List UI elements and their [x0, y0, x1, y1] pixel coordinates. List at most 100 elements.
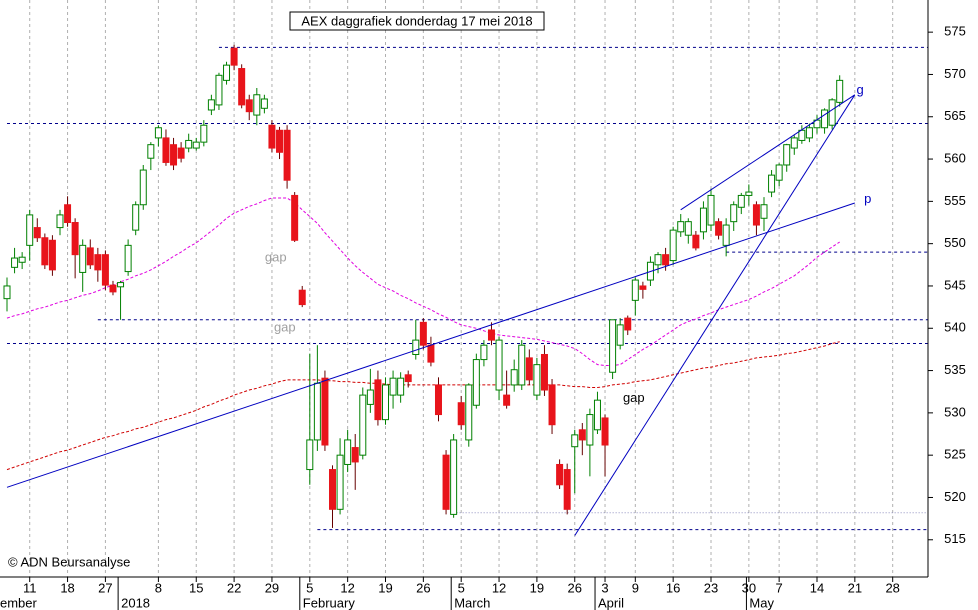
candle-body — [101, 254, 109, 286]
candle-body — [828, 99, 836, 126]
candle-body — [132, 204, 140, 231]
y-tick-label: 565 — [944, 108, 966, 123]
moving-average — [6, 197, 840, 366]
candle-body — [540, 353, 548, 391]
annotation: gap — [274, 320, 296, 335]
candle-body — [283, 129, 291, 181]
candle-body — [654, 254, 662, 266]
y-tick-label: 570 — [944, 66, 966, 81]
x-tick-label: 12 — [340, 580, 354, 595]
levels — [7, 46, 928, 531]
candle-body — [487, 329, 495, 341]
month-label: ember — [0, 595, 38, 610]
candle-body — [109, 284, 117, 293]
x-tick-label: 26 — [568, 580, 582, 595]
candle-body — [268, 124, 276, 149]
x-tick-label: 26 — [416, 580, 430, 595]
candle-body — [230, 47, 238, 66]
x-tick-label: 15 — [189, 580, 203, 595]
candle-body — [730, 204, 738, 223]
month-label: May — [749, 595, 774, 610]
y-tick-label: 515 — [944, 531, 966, 546]
x-tick-label: 21 — [848, 580, 862, 595]
x-tick-label: 22 — [227, 580, 241, 595]
candle-body — [276, 129, 284, 153]
y-tick-label: 535 — [944, 362, 966, 377]
candle-body — [412, 339, 420, 355]
trendlines — [6, 94, 856, 536]
candle-body — [752, 204, 760, 226]
candle-body — [434, 384, 442, 416]
candle-body — [291, 194, 299, 241]
candle-body — [457, 402, 465, 426]
candle-body — [768, 174, 776, 193]
candle-body — [26, 214, 34, 246]
candle-body — [397, 377, 405, 396]
x-tick-label: 5 — [306, 580, 313, 595]
candle-body — [33, 227, 41, 239]
candle-body — [427, 344, 435, 363]
candle-body — [631, 279, 639, 301]
x-tick-label: 12 — [492, 580, 506, 595]
candle-body — [154, 127, 162, 139]
x-tick-label: 27 — [98, 580, 112, 595]
x-tick-label: 28 — [885, 580, 899, 595]
candle-body — [472, 359, 480, 406]
x-tick-label: 19 — [530, 580, 544, 595]
chart-title: AEX daggrafiek donderdag 17 mei 2018 — [301, 13, 532, 28]
x-tick-label: 8 — [155, 580, 162, 595]
candle-body — [41, 237, 49, 266]
candle-body — [419, 321, 427, 346]
candle-body — [200, 124, 208, 143]
candle-body — [147, 144, 155, 159]
candle-body — [722, 224, 730, 246]
candle-body — [207, 99, 215, 111]
y-tick-label: 575 — [944, 24, 966, 39]
candle-body — [94, 254, 102, 271]
candles — [3, 44, 844, 528]
candle-body — [344, 439, 352, 465]
candle-body — [124, 244, 132, 273]
month-label: April — [598, 595, 624, 610]
candle-body — [525, 357, 533, 381]
month-label: February — [303, 595, 356, 610]
candle-body — [177, 147, 185, 159]
moving-averages — [6, 197, 840, 471]
candle-body — [139, 169, 147, 206]
trendline — [574, 94, 856, 536]
y-tick-label: 540 — [944, 320, 966, 335]
moving-average — [6, 341, 840, 471]
title-box — [289, 11, 545, 31]
x-tick-label: 9 — [632, 580, 639, 595]
candle-body — [329, 469, 337, 510]
candle-body — [639, 285, 647, 290]
candle-body — [3, 285, 11, 300]
x-tick-label: 23 — [704, 580, 718, 595]
candle-body — [616, 324, 624, 346]
candle-body — [790, 137, 798, 149]
candle-body — [715, 221, 723, 236]
candle-body — [684, 221, 692, 236]
candle-body — [389, 377, 397, 396]
y-tick-label: 550 — [944, 235, 966, 250]
y-tick-label: 555 — [944, 193, 966, 208]
candle-body — [382, 384, 389, 421]
x-tick-label: 30 — [742, 580, 756, 595]
candle-body — [593, 399, 601, 431]
month-label: March — [454, 595, 490, 610]
candle-body — [578, 429, 586, 441]
candle-body — [298, 289, 306, 306]
x-tick-label: 19 — [378, 580, 392, 595]
y-tick-label: 530 — [944, 404, 966, 419]
trendline — [680, 94, 856, 211]
annotation: gap — [265, 249, 287, 264]
candle-body — [662, 254, 670, 266]
candle-body — [215, 74, 223, 106]
candle-body — [518, 344, 526, 386]
x-tick-label: 18 — [60, 580, 74, 595]
candle-body — [836, 79, 844, 103]
candle-body — [404, 374, 412, 383]
candle-body — [18, 256, 26, 263]
annotation: p — [864, 191, 871, 206]
